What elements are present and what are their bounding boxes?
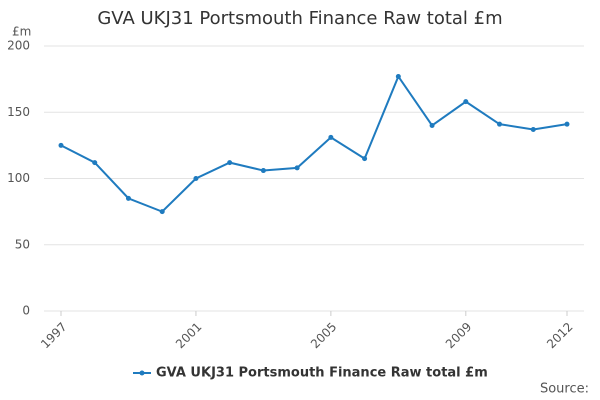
point	[193, 176, 199, 181]
series-line	[60, 74, 568, 213]
x-tick-label: 2005	[308, 320, 339, 351]
chart-title: GVA UKJ31 Portsmouth Finance Raw total £…	[97, 8, 502, 29]
point	[58, 142, 64, 148]
point	[362, 156, 368, 162]
point	[294, 165, 300, 171]
y-axis-label: £m	[12, 25, 31, 39]
point	[227, 160, 233, 166]
point	[497, 121, 503, 127]
point	[530, 126, 536, 132]
legend-label: GVA UKJ31 Portsmouth Finance Raw total £…	[156, 366, 488, 381]
y-tick-label: 0	[22, 304, 30, 318]
y-tick-label: 200	[7, 39, 30, 53]
point	[564, 121, 570, 127]
x-tick-label: 2001	[173, 320, 204, 351]
point	[159, 209, 165, 215]
y-tick-label: 50	[15, 237, 30, 251]
point	[328, 134, 334, 140]
point	[395, 73, 401, 79]
point	[260, 168, 266, 174]
point	[92, 160, 98, 166]
x-tick-label: 2012	[544, 320, 575, 351]
point	[429, 123, 435, 128]
legend-marker	[139, 370, 145, 376]
point	[463, 99, 469, 105]
x-tick-label: 1997	[38, 320, 69, 351]
x-tick-label: 2009	[443, 320, 474, 351]
point	[125, 195, 131, 201]
y-tick-label: 100	[7, 171, 30, 185]
source: Source:	[540, 382, 589, 397]
y-tick-label: 150	[7, 105, 30, 119]
